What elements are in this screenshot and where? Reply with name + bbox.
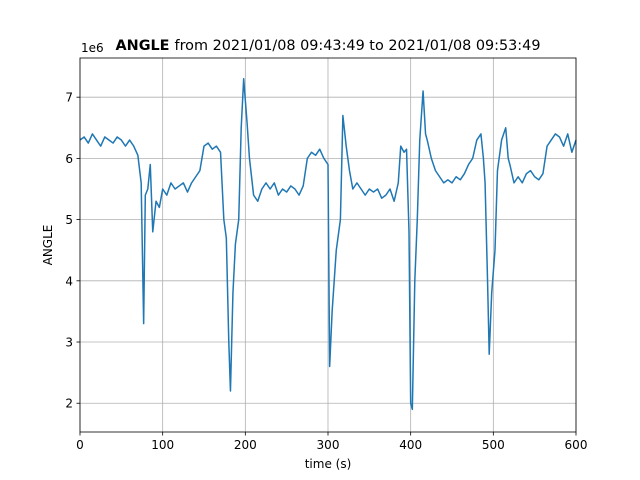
y-tick-label: 7 xyxy=(65,91,73,105)
plot-frame xyxy=(79,57,577,433)
x-tick-label: 300 xyxy=(317,438,340,452)
x-tick-label: 400 xyxy=(399,438,422,452)
y-tick-label: 3 xyxy=(65,336,73,350)
y-offset-text: 1e6 xyxy=(81,41,104,55)
y-tick-label: 6 xyxy=(65,152,73,166)
y-axis-label: ANGLE xyxy=(41,225,55,266)
data-line xyxy=(79,78,577,411)
title-bold: ANGLE xyxy=(116,38,170,54)
x-axis-label: time (s) xyxy=(305,457,352,471)
x-tick-label: 100 xyxy=(151,438,174,452)
x-tick-label: 0 xyxy=(76,438,84,452)
title-text: from 2021/01/08 09:43:49 to 2021/01/08 0… xyxy=(175,38,541,54)
x-tick-label: 200 xyxy=(234,438,257,452)
y-tick-label: 4 xyxy=(65,274,73,288)
y-tick-label: 5 xyxy=(65,213,73,227)
chart-title: ANGLE from 2021/01/08 09:43:49 to 2021/01… xyxy=(116,38,541,54)
x-tick-label: 500 xyxy=(482,438,505,452)
x-tick-label: 600 xyxy=(565,438,588,452)
y-tick-label: 2 xyxy=(65,397,73,411)
